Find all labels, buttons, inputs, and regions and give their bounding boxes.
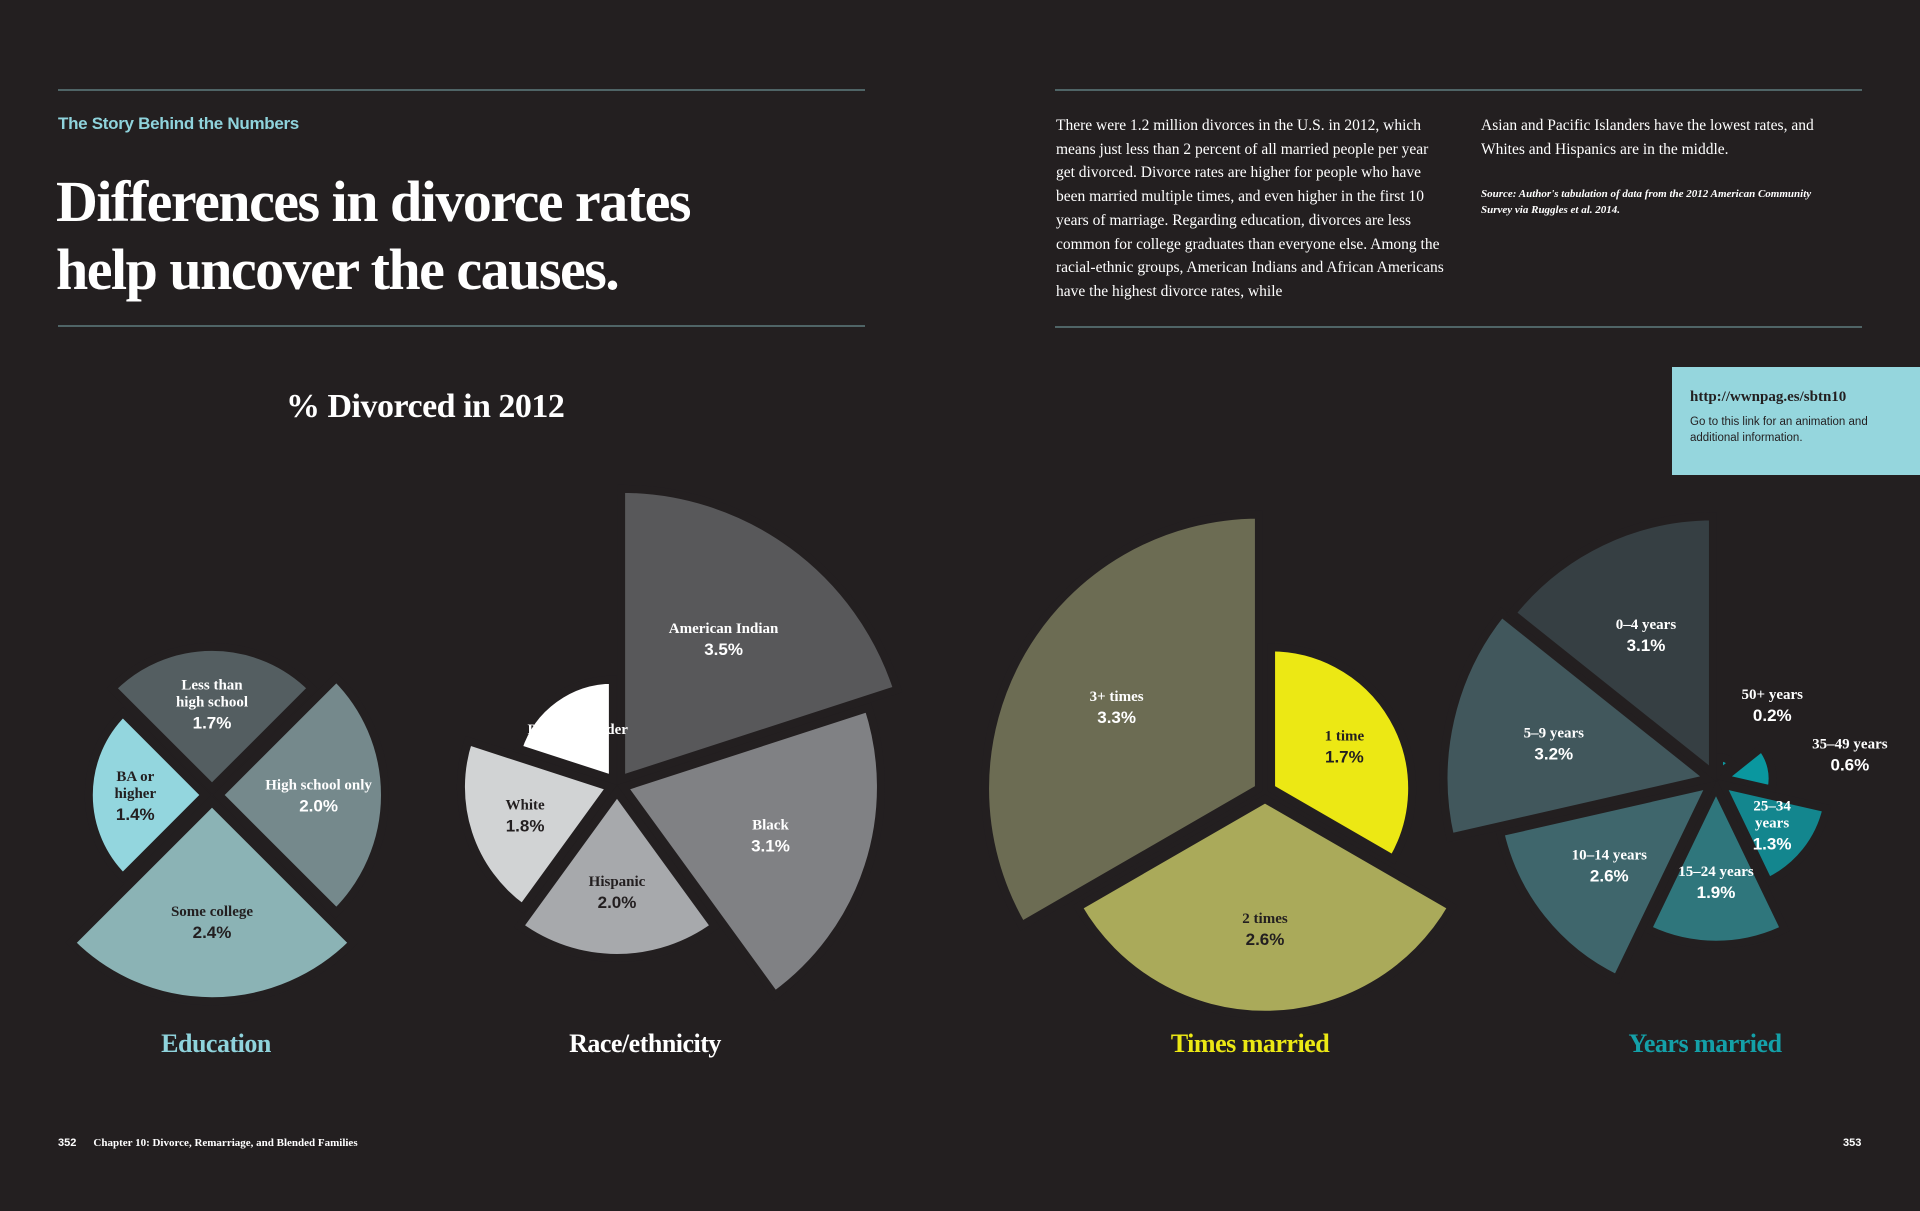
chart-race-ethnicity: American Indian 3.5% Black 3.1% Hispanic 2.0%… xyxy=(456,484,903,1058)
wedge-10-14-years xyxy=(1495,778,1718,985)
wedge-label: High school only xyxy=(265,778,372,794)
wedge-label: Pacific Islander xyxy=(528,722,629,738)
animation-link-description: Go to this link for an animation and add… xyxy=(1690,416,1868,444)
wedge-label: White xyxy=(506,797,546,813)
wedge-label: 50+ years xyxy=(1742,687,1804,703)
wedge-value: 3.1% xyxy=(751,836,790,855)
wedge-value: 2.4% xyxy=(193,923,232,942)
wedge-high-school-only xyxy=(213,671,389,919)
animation-link-box[interactable]: http://wwnpag.es/sbtn10 Go to this link … xyxy=(1672,367,1920,475)
wedge-35-49-years xyxy=(1713,741,1777,795)
animation-link-url[interactable]: http://wwnpag.es/sbtn10 xyxy=(1690,389,1847,405)
wedge-value: 1.7% xyxy=(1325,748,1364,767)
top-rule-left xyxy=(58,89,865,91)
wedge-hispanic xyxy=(513,785,721,962)
top-rule-right xyxy=(1055,89,1862,91)
bottom-rule-left xyxy=(58,325,865,327)
wedge-label: Less than xyxy=(181,677,243,693)
wedge-label: higher xyxy=(114,786,156,802)
wedge-label: 5–9 years xyxy=(1524,725,1585,741)
wedge-15-24-years xyxy=(1642,777,1790,949)
wedge-25-34-years xyxy=(1714,778,1832,887)
wedge-value: 1.3% xyxy=(1753,835,1792,854)
wedge-label: BA or xyxy=(116,769,154,785)
source-note: Source: Author's tabulation of data from… xyxy=(1481,188,1812,216)
section-kicker: The Story Behind the Numbers xyxy=(58,114,299,133)
wedge-label: 15–24 years xyxy=(1678,864,1754,880)
wedge-some-college xyxy=(65,796,359,1006)
chart-category-label: Race/ethnicity xyxy=(569,1029,721,1058)
wedge-value: 2.0% xyxy=(299,797,338,816)
chart-category-label: Education xyxy=(161,1029,272,1058)
wedge-3-times xyxy=(981,510,1263,931)
wedge-label: high school xyxy=(176,694,248,710)
wedge-label: Some college xyxy=(171,904,253,920)
wedge-label: 3+ times xyxy=(1090,689,1144,705)
footer-left: 352 Chapter 10: Divorce, Remarriage, and… xyxy=(58,1137,358,1149)
wedge-value: 3.1% xyxy=(1627,636,1666,655)
wedge-value: 1.4% xyxy=(116,805,155,824)
intro-column-1: There were 1.2 million divorces in the U… xyxy=(1056,117,1444,300)
wedge-label: American Indian xyxy=(669,621,779,637)
wedge-label: years xyxy=(1755,816,1789,832)
intro-column-2: Asian and Pacific Islanders have the low… xyxy=(1481,117,1814,158)
wedge-white xyxy=(456,735,617,914)
chart-title: % Divorced in 2012 xyxy=(286,388,565,425)
wedge-black xyxy=(617,702,885,1001)
wedge-less-than-high-school xyxy=(106,642,318,794)
wedge-label: 35–49 years xyxy=(1812,737,1888,753)
wedge-ba-or-higher xyxy=(84,707,211,883)
wedge-value: 2.0% xyxy=(598,893,637,912)
chart-category-label: Years married xyxy=(1628,1029,1782,1058)
wedge-label: 10–14 years xyxy=(1572,848,1648,864)
chart-category-label: Times married xyxy=(1171,1029,1330,1058)
wedge-label: 25–34 xyxy=(1753,799,1791,815)
chart-times-married: 1 time 1.7% 2 times 2.6% 3+ times 3.3% Times m… xyxy=(981,510,1458,1058)
wedge-label: 2 times xyxy=(1242,911,1288,927)
page-number-right: 353 xyxy=(1843,1137,1862,1149)
wedge-value: 3.3% xyxy=(1097,708,1136,727)
wedge-label: 1 time xyxy=(1325,729,1365,745)
wedge-american-indian xyxy=(617,484,903,785)
wedge-value: 2.6% xyxy=(1246,930,1285,949)
chapter-title: Chapter 10: Divorce, Remarriage, and Ble… xyxy=(93,1137,358,1149)
wedge-value: 3.5% xyxy=(704,640,743,659)
wedge-0-4-years xyxy=(1506,512,1717,782)
wedge-value: 1.7% xyxy=(193,713,232,732)
wedge-value: 0.2% xyxy=(1753,706,1792,725)
page-headline: Differences in divorce rates help uncove… xyxy=(56,168,876,304)
headline-line-2: help uncover the causes. xyxy=(56,237,620,302)
wedge-value: 1.2% xyxy=(558,741,597,760)
headline-line-1: Differences in divorce rates xyxy=(56,169,691,234)
wedge-1-time xyxy=(1267,643,1417,865)
wedge-asian-or-pacific-islander xyxy=(513,675,617,785)
wedge-value: 0.6% xyxy=(1830,756,1869,775)
wedge-value: 3.2% xyxy=(1534,744,1573,763)
wedge-value: 1.8% xyxy=(506,816,545,835)
wedge-2-times xyxy=(1072,794,1458,1019)
wedge-label: Hispanic xyxy=(589,874,646,890)
page-number-left: 352 xyxy=(58,1137,77,1149)
wedge-value: 1.9% xyxy=(1697,883,1736,902)
wedge-value: 2.6% xyxy=(1590,867,1629,886)
wedge-label: Asian or xyxy=(550,705,605,721)
wedge-label: Black xyxy=(752,817,789,833)
wedge-5-9-years xyxy=(1439,607,1719,843)
wedge-label: 0–4 years xyxy=(1616,617,1677,633)
wedge-50-years xyxy=(1715,753,1738,782)
bottom-rule-right xyxy=(1055,326,1862,328)
